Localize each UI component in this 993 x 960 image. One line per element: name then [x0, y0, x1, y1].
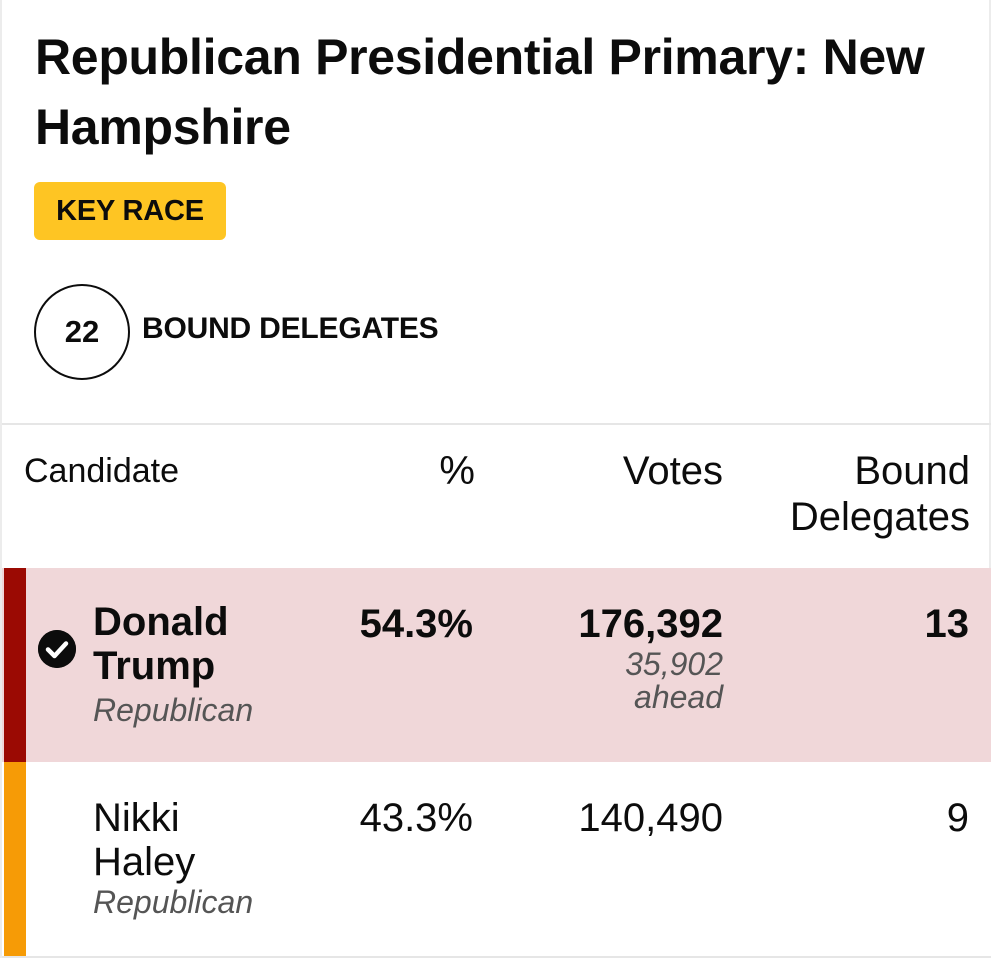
candidate-percent: 54.3% — [359, 602, 473, 646]
candidate-name: Nikki Haley — [93, 796, 243, 884]
candidate-row-trump[interactable]: Donald Trump Republican 54.3% 176,392 35… — [2, 568, 991, 762]
race-title: Republican Presidential Primary: New Ham… — [35, 29, 925, 155]
delegate-count-label: BOUND DELEGATES — [142, 312, 439, 345]
candidate-votes: 176,392 — [578, 602, 723, 646]
results-table-header: Candidate % Votes Bound Delegates — [2, 426, 991, 568]
checkmark-icon-graphic — [38, 630, 76, 668]
vote-lead: 35,902 ahead — [523, 648, 723, 714]
party-color-bar — [4, 568, 26, 762]
column-header-percent: % — [439, 449, 475, 493]
party-color-bar — [4, 762, 26, 956]
candidate-party: Republican — [93, 692, 254, 728]
candidate-name: Donald Trump — [93, 600, 283, 688]
column-header-votes: Votes — [622, 449, 723, 493]
candidate-percent: 43.3% — [359, 796, 473, 840]
candidate-name-text: Nikki Haley — [93, 796, 196, 884]
bound-delegates-summary: 22 BOUND DELEGATES — [34, 284, 634, 380]
candidate-bound-delegates: 9 — [946, 796, 969, 840]
candidate-row-haley[interactable]: Nikki Haley Republican 43.3% 140,490 9 — [2, 762, 991, 958]
column-header-bound-delegates-label: Bound Delegates — [789, 449, 970, 539]
vote-lead-text: ahead — [634, 679, 723, 715]
checkmark-circle-icon — [38, 630, 76, 668]
candidate-name-text: Donald Trump — [93, 600, 229, 688]
delegate-count-circle: 22 — [34, 284, 130, 380]
column-header-candidate: Candidate — [24, 452, 180, 490]
candidate-party: Republican — [93, 884, 254, 920]
section-divider — [2, 423, 991, 425]
column-header-bound-delegates: Bound Delegates — [780, 448, 970, 540]
candidate-votes: 140,490 — [578, 796, 723, 840]
key-race-badge: KEY RACE — [34, 182, 226, 240]
vote-lead-amount: 35,902 — [625, 646, 723, 682]
candidate-bound-delegates: 13 — [924, 602, 970, 646]
